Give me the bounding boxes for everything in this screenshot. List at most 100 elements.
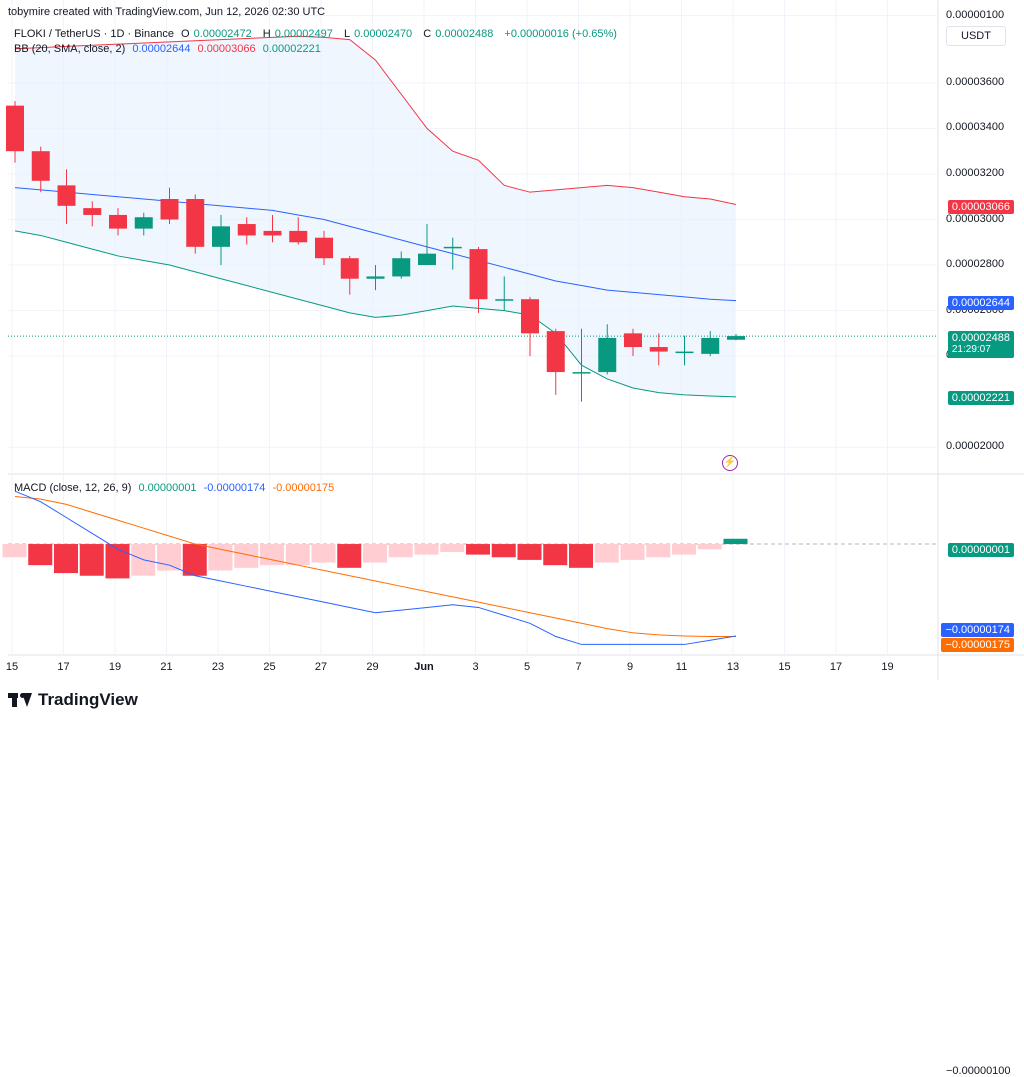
macd-histogram-bar — [414, 544, 439, 555]
bb-basis-line — [14, 187, 737, 302]
macd-histogram-bar — [620, 544, 645, 560]
open-label: O — [181, 28, 190, 40]
time-tick-label: 25 — [263, 661, 275, 673]
macd-histogram-bar — [440, 544, 465, 552]
candle — [701, 331, 720, 357]
macd-tick-label: 0.00000100 — [946, 8, 1005, 21]
time-tick-label: 19 — [881, 661, 893, 673]
close-value: 0.00002488 — [435, 28, 494, 40]
bb-legend[interactable]: BB (20, SMA, close, 2) 0.00002644 0.0000… — [14, 43, 325, 55]
lightning-icon[interactable]: ⚡ — [722, 455, 738, 471]
time-tick-label: 3 — [472, 661, 478, 673]
candle — [109, 208, 127, 236]
close-label: C — [423, 28, 432, 40]
candle — [237, 217, 256, 245]
macd-legend[interactable]: MACD (close, 12, 26, 9) 0.00000001 -0.00… — [14, 482, 338, 494]
macd-histogram-bar — [388, 544, 413, 558]
candle-body — [701, 337, 720, 354]
price-tick-label: 0.00002800 — [946, 258, 1005, 271]
macd-signal-line — [14, 495, 736, 638]
candle-body — [160, 199, 179, 220]
bb-upper-price-label: 0.00003066 — [947, 200, 1014, 214]
candle-body — [340, 258, 359, 279]
open-value: 0.00002472 — [193, 28, 252, 40]
currency-selector[interactable]: USDT — [940, 20, 1024, 54]
candle — [134, 212, 153, 236]
macd-histogram-bar — [723, 538, 748, 545]
candle — [521, 296, 539, 357]
macd-line-price-label: −0.00000174 — [941, 623, 1014, 637]
candle-body — [57, 185, 76, 206]
candle — [469, 246, 488, 313]
candle — [186, 194, 205, 254]
bollinger-bands — [8, 35, 938, 398]
candle-body — [186, 199, 205, 247]
macd-title: MACD (close, 12, 26, 9) — [14, 482, 132, 494]
bb-basis-price-label: 0.00002644 — [947, 296, 1014, 310]
macd-histogram-bar — [697, 544, 722, 550]
macd-histogram-bar — [234, 544, 259, 568]
candle — [495, 276, 514, 311]
high-value: 0.00002497 — [274, 28, 333, 40]
candle-body — [263, 230, 282, 236]
candle — [546, 328, 565, 395]
macd-histogram-bar — [569, 544, 593, 568]
candle-body — [366, 276, 385, 279]
tradingview-logo: TradingView — [8, 690, 138, 710]
time-tick-label: 7 — [575, 661, 581, 673]
macd-histogram-bar — [672, 544, 696, 555]
candle — [649, 333, 668, 366]
candle — [31, 146, 50, 193]
candle — [572, 328, 591, 402]
macd-histogram-bar — [208, 544, 233, 571]
chart-canvas[interactable]: 15 17 19 21 23 25 27 29 Jun 3 5 7 9 11 13 15 17 19 — [0, 0, 1024, 725]
macd-signal-value: -0.00000175 — [272, 482, 335, 494]
candle — [366, 265, 385, 291]
candle-body — [109, 214, 127, 229]
time-tick-label: 27 — [315, 661, 327, 673]
time-tick-label: 11 — [676, 661, 687, 673]
candle — [624, 328, 642, 357]
candle — [263, 214, 282, 243]
bb-title: BB (20, SMA, close, 2) — [14, 43, 126, 55]
candle — [212, 214, 230, 266]
change-value: +0.00000016 (+0.65%) — [504, 28, 617, 40]
currency-label[interactable]: USDT — [946, 26, 1006, 46]
macd-signal-price-label: −0.00000175 — [941, 638, 1014, 652]
candle — [315, 230, 333, 266]
candle — [160, 187, 179, 225]
bb-basis-value: 0.00002644 — [132, 43, 191, 55]
candle-body — [443, 246, 462, 249]
macd-histogram-bar — [337, 544, 362, 568]
bb-lower-price-label: 0.00002221 — [947, 391, 1014, 405]
macd-histogram-bar — [363, 544, 387, 563]
candle — [57, 169, 76, 225]
candle-body — [212, 226, 230, 247]
bb-upper-value: 0.00003066 — [197, 43, 256, 55]
low-label: L — [343, 28, 351, 40]
macd-histogram-bar — [285, 544, 310, 566]
macd-tick-label: −0.00000100 — [946, 1065, 1011, 1077]
candle — [392, 251, 411, 279]
candle — [340, 255, 359, 295]
macd-line — [14, 490, 737, 645]
candle — [83, 201, 102, 227]
candle-body — [495, 299, 514, 301]
macd-histogram-bar — [79, 544, 104, 576]
candle-body — [31, 151, 50, 181]
time-tick-label: Jun — [414, 661, 434, 673]
candle-body — [598, 337, 617, 373]
time-tick-label: 13 — [727, 661, 739, 673]
macd-histogram-bar — [105, 544, 130, 579]
last-price-label: 0.00002488 21:29:07 — [947, 331, 1014, 358]
candle-body — [675, 351, 694, 354]
time-tick-label: 17 — [830, 661, 842, 673]
candle — [443, 237, 462, 270]
price-tick-label: 0.00003400 — [946, 121, 1005, 134]
candles — [6, 101, 745, 402]
candle-body — [469, 249, 488, 300]
symbol-title: FLOKI / TetherUS · 1D · Binance — [14, 28, 174, 40]
candle-body — [392, 258, 411, 277]
candle-body — [572, 372, 591, 374]
candle-body — [237, 224, 256, 236]
